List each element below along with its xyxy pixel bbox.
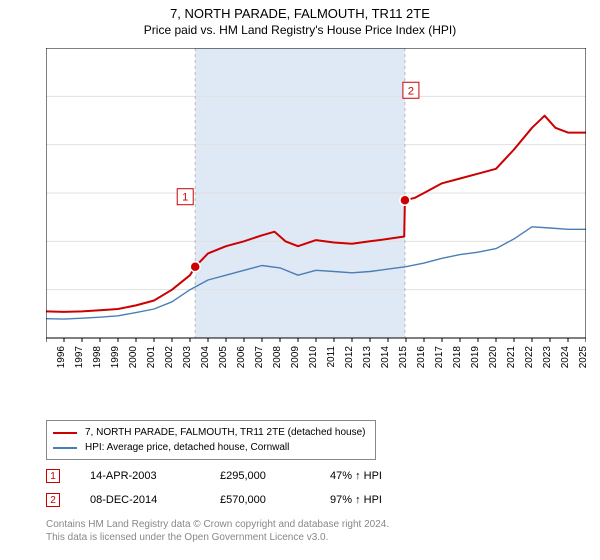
svg-text:2004: 2004 [200, 346, 211, 369]
svg-text:2024: 2024 [560, 346, 571, 369]
sale-date: 14-APR-2003 [90, 470, 190, 482]
svg-text:2001: 2001 [146, 346, 157, 369]
svg-text:2002: 2002 [164, 346, 175, 369]
svg-text:2011: 2011 [326, 346, 337, 368]
sale-pct: 97% ↑ HPI [330, 494, 420, 506]
svg-text:2: 2 [408, 85, 414, 97]
legend-row: 7, NORTH PARADE, FALMOUTH, TR11 2TE (det… [53, 425, 369, 440]
svg-text:2014: 2014 [380, 346, 391, 369]
svg-text:2013: 2013 [362, 346, 373, 369]
legend-swatch [53, 432, 77, 434]
legend-label: HPI: Average price, detached house, Corn… [85, 440, 289, 455]
svg-text:2006: 2006 [236, 346, 247, 369]
svg-text:2019: 2019 [470, 346, 481, 369]
svg-text:2020: 2020 [488, 346, 499, 369]
svg-text:2021: 2021 [506, 346, 517, 369]
page-title: 7, NORTH PARADE, FALMOUTH, TR11 2TE [0, 6, 600, 21]
svg-text:1996: 1996 [56, 346, 67, 369]
sales-table: 1 14-APR-2003 £295,000 47% ↑ HPI 2 08-DEC-201… [46, 464, 420, 512]
sale-price: £570,000 [220, 494, 300, 506]
footer-attribution: Contains HM Land Registry data © Crown c… [46, 518, 389, 544]
sale-pct: 47% ↑ HPI [330, 470, 420, 482]
sale-marker: 1 [46, 469, 60, 483]
sale-price: £295,000 [220, 470, 300, 482]
svg-text:2009: 2009 [290, 346, 301, 369]
page-subtitle: Price paid vs. HM Land Registry's House … [0, 23, 600, 37]
svg-text:2025: 2025 [578, 346, 586, 369]
svg-text:2023: 2023 [542, 346, 553, 369]
svg-text:2022: 2022 [524, 346, 535, 369]
svg-text:2007: 2007 [254, 346, 265, 369]
svg-text:2003: 2003 [182, 346, 193, 369]
price-chart: £0£200K£400K£600K£800K£1M£1.2M1995199619… [46, 48, 586, 378]
svg-text:2017: 2017 [434, 346, 445, 369]
footer-line-2: This data is licensed under the Open Gov… [46, 531, 389, 544]
svg-text:2012: 2012 [344, 346, 355, 369]
legend: 7, NORTH PARADE, FALMOUTH, TR11 2TE (det… [46, 420, 376, 460]
svg-text:2005: 2005 [218, 346, 229, 369]
svg-text:2008: 2008 [272, 346, 283, 369]
svg-text:1998: 1998 [92, 346, 103, 369]
legend-swatch [53, 447, 77, 449]
svg-text:1999: 1999 [110, 346, 121, 369]
sale-row: 1 14-APR-2003 £295,000 47% ↑ HPI [46, 464, 420, 488]
svg-text:1997: 1997 [74, 346, 85, 369]
svg-text:2016: 2016 [416, 346, 427, 369]
sale-marker: 2 [46, 493, 60, 507]
legend-row: HPI: Average price, detached house, Corn… [53, 440, 369, 455]
footer-line-1: Contains HM Land Registry data © Crown c… [46, 518, 389, 531]
svg-text:2015: 2015 [398, 346, 409, 369]
svg-text:1: 1 [182, 192, 188, 204]
svg-text:2018: 2018 [452, 346, 463, 369]
svg-text:2010: 2010 [308, 346, 319, 369]
sale-date: 08-DEC-2014 [90, 494, 190, 506]
sale-row: 2 08-DEC-2014 £570,000 97% ↑ HPI [46, 488, 420, 512]
svg-text:1995: 1995 [46, 346, 49, 369]
legend-label: 7, NORTH PARADE, FALMOUTH, TR11 2TE (det… [85, 425, 365, 440]
svg-text:2000: 2000 [128, 346, 139, 369]
